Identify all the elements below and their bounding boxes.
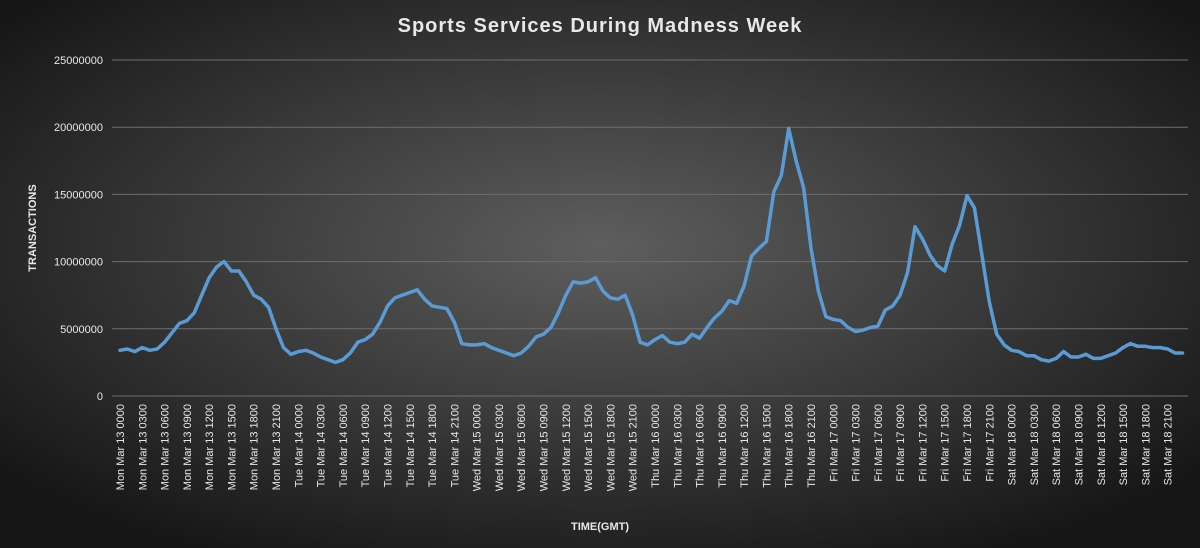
x-tick-label: Tue Mar 14 1500 (405, 404, 417, 487)
x-tick-label: Wed Mar 15 0000 (472, 404, 484, 491)
x-tick-label: Mon Mar 13 1200 (204, 404, 216, 490)
chart-title: Sports Services During Madness Week (398, 15, 803, 37)
x-tick-label: Wed Mar 15 1200 (561, 404, 573, 491)
x-tick-label: Thu Mar 16 1500 (761, 404, 773, 488)
x-tick-label: Fri Mar 17 1800 (962, 404, 974, 482)
x-tick-label: Tue Mar 14 0300 (316, 404, 328, 487)
x-tick-label: Sat Mar 18 2100 (1163, 404, 1175, 485)
y-tick-label: 0 (97, 391, 103, 403)
x-tick-label: Fri Mar 17 0900 (895, 404, 907, 482)
x-tick-label: Tue Mar 14 0900 (360, 404, 372, 487)
x-tick-label: Fri Mar 17 1500 (940, 404, 952, 482)
y-tick-label: 10000000 (54, 257, 103, 269)
y-tick-label: 5000000 (60, 324, 103, 336)
x-tick-label: Thu Mar 16 0600 (695, 404, 707, 488)
x-tick-label: Sat Mar 18 0000 (1007, 404, 1019, 485)
x-tick-label: Thu Mar 16 0900 (717, 404, 729, 488)
x-tick-label: Sat Mar 18 0300 (1029, 404, 1041, 485)
x-tick-label: Thu Mar 16 0000 (650, 404, 662, 488)
x-tick-label: Fri Mar 17 2100 (984, 404, 996, 482)
y-tick-label: 25000000 (54, 55, 103, 67)
x-tick-label: Sat Mar 18 1200 (1096, 404, 1108, 485)
x-tick-label: Fri Mar 17 0600 (873, 404, 885, 482)
x-tick-label: Wed Mar 15 0600 (516, 404, 528, 491)
x-tick-label: Sat Mar 18 1500 (1118, 404, 1130, 485)
x-axis-label: TIME(GMT) (571, 521, 629, 533)
x-tick-label: Wed Mar 15 1800 (605, 404, 617, 491)
x-tick-label: Wed Mar 15 2100 (628, 404, 640, 491)
x-tick-label: Thu Mar 16 2100 (806, 404, 818, 488)
y-axis-label: TRANSACTIONS (27, 184, 39, 271)
series-line (118, 126, 1185, 365)
x-tick-label: Thu Mar 16 0300 (672, 404, 684, 488)
x-tick-label: Mon Mar 13 0900 (182, 404, 194, 490)
x-tick-label: Mon Mar 13 1800 (249, 404, 261, 490)
x-tick-label: Thu Mar 16 1200 (739, 404, 751, 488)
x-tick-label: Sat Mar 18 1800 (1140, 404, 1152, 485)
x-tick-label: Mon Mar 13 0600 (160, 404, 172, 490)
x-tick-label: Mon Mar 13 0000 (115, 404, 127, 490)
x-tick-label: Tue Mar 14 0000 (293, 404, 305, 487)
x-tick-label: Fri Mar 17 0300 (851, 404, 863, 482)
x-tick-label: Tue Mar 14 1800 (427, 404, 439, 487)
x-tick-label: Mon Mar 13 1500 (226, 404, 238, 490)
x-tick-label: Sat Mar 18 0600 (1051, 404, 1063, 485)
x-tick-label: Wed Mar 15 1500 (583, 404, 595, 491)
y-tick-label: 20000000 (54, 122, 103, 134)
x-tick-label: Tue Mar 14 1200 (382, 404, 394, 487)
x-tick-label: Wed Mar 15 0300 (494, 404, 506, 491)
x-tick-label: Thu Mar 16 1800 (784, 404, 796, 488)
x-tick-label: Fri Mar 17 1200 (917, 404, 929, 482)
x-tick-label: Tue Mar 14 2100 (449, 404, 461, 487)
y-tick-label: 15000000 (54, 189, 103, 201)
x-tick-label: Fri Mar 17 0000 (828, 404, 840, 482)
x-tick-label: Wed Mar 15 0900 (539, 404, 551, 491)
x-tick-label: Mon Mar 13 0300 (137, 404, 149, 490)
x-tick-label: Sat Mar 18 0900 (1073, 404, 1085, 485)
x-tick-label: Mon Mar 13 2100 (271, 404, 283, 490)
x-tick-label: Tue Mar 14 0600 (338, 404, 350, 487)
